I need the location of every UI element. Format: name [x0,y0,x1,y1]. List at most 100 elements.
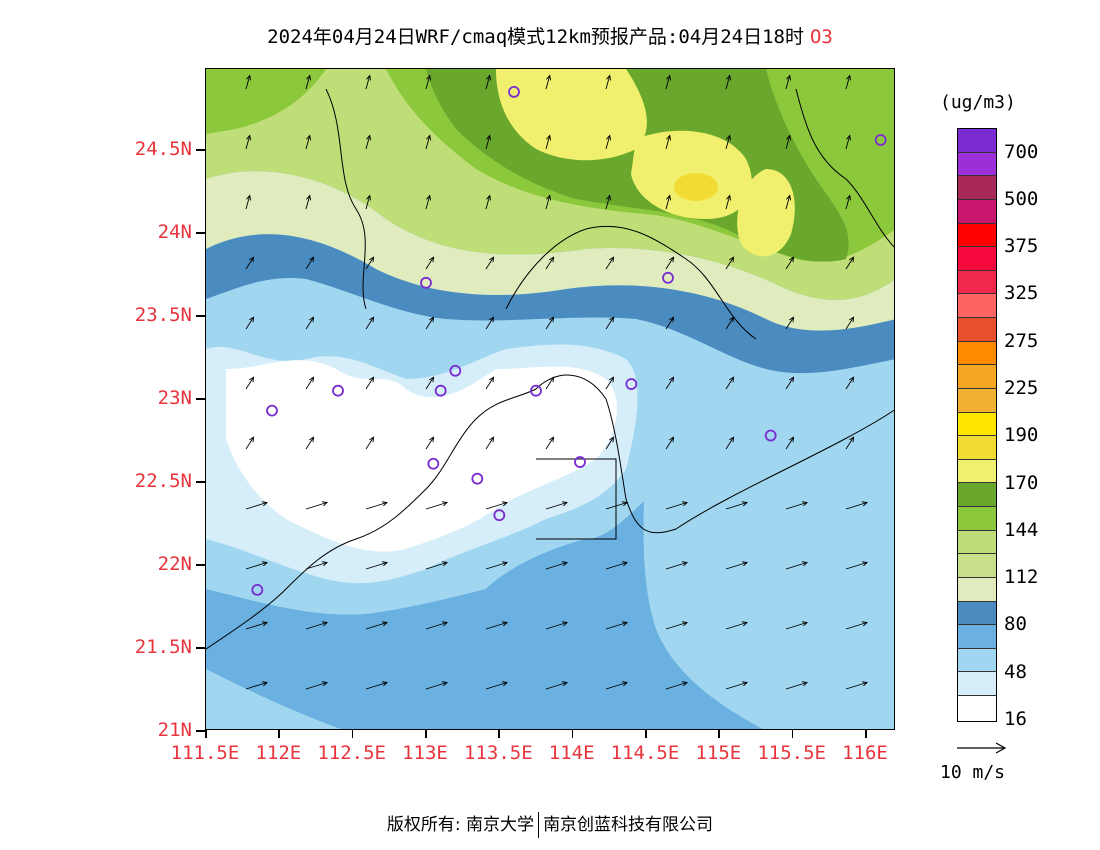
station-marker[interactable] [662,271,674,284]
monitoring-stations [251,85,887,596]
station-marker[interactable] [625,378,638,390]
wind-arrow [665,621,689,630]
wind-arrow [305,134,312,150]
colorbar-cell [958,365,996,389]
wind-arrow [365,74,372,90]
lon-label: 111.5E [170,742,240,764]
station-marker[interactable] [449,364,462,377]
wind-arrow [425,681,449,690]
wind-arrow [545,194,552,210]
wind-arrow [365,681,389,690]
map-plot-area[interactable] [205,68,895,730]
colorbar-label: 275 [1004,329,1039,352]
wind-arrow [605,194,612,210]
wind-arrow [425,436,435,450]
wind-arrow [365,561,389,570]
wind-arrow [605,621,629,630]
colorbar-cell [958,341,996,366]
lat-label: 24.5N [134,138,192,160]
wind-arrow [845,316,855,330]
colorbar-label: 80 [1004,613,1027,636]
lon-tick [498,730,500,738]
lat-tick [196,481,205,483]
wind-reference-arrow [957,742,1007,754]
wind-arrow [485,256,495,270]
station-marker[interactable] [332,384,344,397]
station-marker[interactable] [427,457,440,470]
wind-arrow [365,256,375,270]
wind-arrow [665,134,672,150]
wind-vectors [245,74,869,690]
wind-arrow [785,621,809,630]
wind-arrow [305,436,315,450]
colorbar-cell [958,625,996,649]
wind-arrow [365,501,389,510]
lon-label: 116E [842,742,888,764]
wind-arrow [785,501,809,510]
footer-separator [538,812,540,838]
wind-arrow [605,256,615,270]
lat-label: 22.5N [134,470,192,492]
station-marker[interactable] [471,472,484,485]
wind-arrow [545,134,552,150]
lon-label: 113E [402,742,448,764]
wind-arrow [725,501,749,510]
station-marker[interactable] [493,509,506,522]
ozone-concentration-map [206,69,894,729]
wind-arrow [485,376,495,390]
station-marker[interactable] [574,456,586,468]
colorbar-cell [958,530,996,555]
lon-tick [645,730,647,738]
colorbar-cell [958,176,996,200]
wind-arrow [785,436,795,450]
station-marker[interactable] [764,429,777,442]
wind-arrow [305,501,329,510]
lat-tick [196,149,205,151]
station-marker[interactable] [251,584,264,596]
station-marker[interactable] [508,85,520,98]
wind-arrow [305,561,329,570]
band-80-112 [206,171,894,331]
colorbar-cell [958,554,996,578]
lon-label: 114E [548,742,595,764]
colorbar-label: 225 [1004,377,1039,400]
colorbar-cell [958,388,996,413]
wind-arrow [365,621,389,630]
copyright-footer: 版权所有: 南京大学 南京创蓝科技有限公司 [0,810,1100,838]
station-marker[interactable] [874,134,887,146]
wind-arrow [425,74,432,90]
lat-tick [196,232,205,234]
wind-arrow [845,436,855,450]
colorbar-label: 48 [1004,660,1027,683]
wind-arrow [425,561,449,570]
colorbar-cell [958,577,996,602]
lon-label: 112E [255,742,302,764]
wind-arrow [785,561,809,570]
lon-tick [718,730,720,738]
station-marker[interactable] [434,384,447,397]
wind-arrow [425,376,435,390]
station-marker[interactable] [266,404,278,417]
colorbar-cell [958,270,996,295]
wind-arrow [845,681,869,690]
station-marker[interactable] [530,384,542,397]
wind-arrow [665,436,675,450]
wind-arrow [485,621,509,630]
wind-arrow [845,134,852,150]
wind-arrow [485,561,509,570]
coastline-main [206,374,894,650]
wind-arrow [545,74,552,90]
wind-arrow [425,134,432,150]
footer-left: 版权所有: 南京大学 [386,815,535,835]
wind-arrow [425,501,449,510]
lon-label: 113.5E [464,742,533,764]
colorbar-cell [958,199,996,224]
lat-tick [196,398,205,400]
station-marker[interactable] [420,276,432,289]
wind-arrow [305,376,315,390]
band-144-west [206,69,326,134]
wind-arrow [725,561,749,570]
wind-arrow [605,74,612,90]
wind-arrow [725,134,732,150]
wind-arrow [305,621,329,630]
